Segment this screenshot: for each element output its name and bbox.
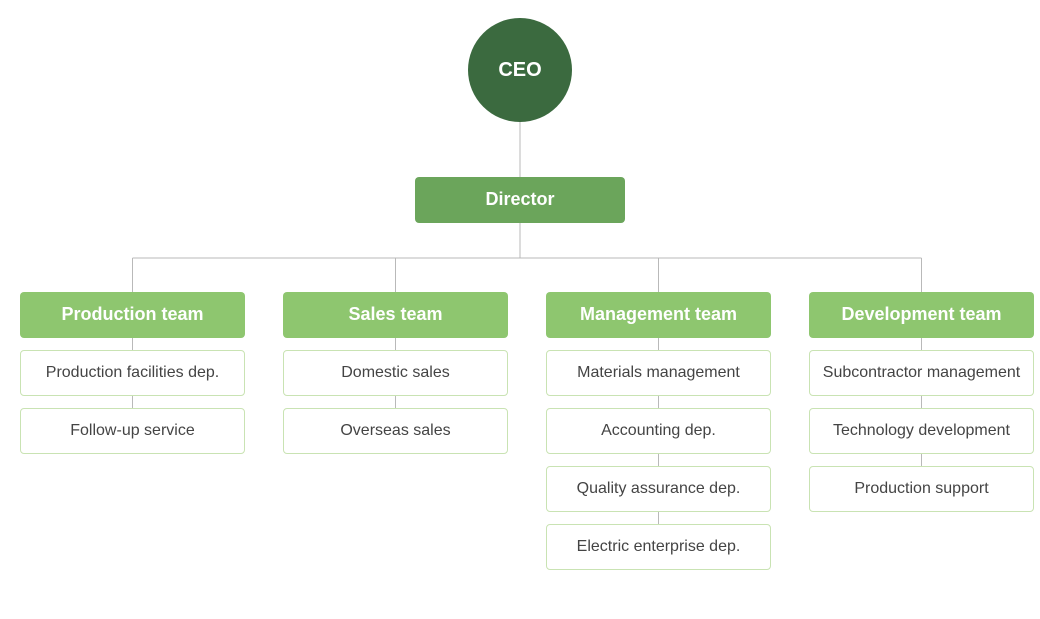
team-label: Production team (61, 304, 203, 326)
dept-box: Electric enterprise dep. (546, 524, 771, 570)
dept-label: Follow-up service (70, 421, 194, 440)
dept-label: Materials management (577, 363, 740, 382)
team-sales: Sales team (283, 292, 508, 338)
dept-box: Domestic sales (283, 350, 508, 396)
dept-label: Production support (854, 479, 988, 498)
ceo-label: CEO (498, 58, 541, 82)
director-label: Director (485, 189, 554, 211)
dept-box: Production support (809, 466, 1034, 512)
dept-box: Materials management (546, 350, 771, 396)
team-label: Sales team (348, 304, 442, 326)
ceo-node: CEO (468, 18, 572, 122)
dept-label: Accounting dep. (601, 421, 716, 440)
dept-label: Overseas sales (340, 421, 450, 440)
team-label: Development team (841, 304, 1001, 326)
dept-box: Production facilities dep. (20, 350, 245, 396)
director-node: Director (415, 177, 625, 223)
dept-box: Technology development (809, 408, 1034, 454)
dept-label: Domestic sales (341, 363, 449, 382)
team-label: Management team (580, 304, 737, 326)
team-development: Development team (809, 292, 1034, 338)
dept-box: Accounting dep. (546, 408, 771, 454)
dept-box: Follow-up service (20, 408, 245, 454)
dept-label: Electric enterprise dep. (577, 537, 741, 556)
dept-label: Technology development (833, 421, 1010, 440)
dept-label: Quality assurance dep. (577, 479, 741, 498)
dept-box: Overseas sales (283, 408, 508, 454)
team-production: Production team (20, 292, 245, 338)
team-management: Management team (546, 292, 771, 338)
dept-label: Production facilities dep. (46, 363, 219, 382)
dept-box: Quality assurance dep. (546, 466, 771, 512)
dept-label: Subcontractor management (823, 363, 1020, 382)
dept-box: Subcontractor management (809, 350, 1034, 396)
